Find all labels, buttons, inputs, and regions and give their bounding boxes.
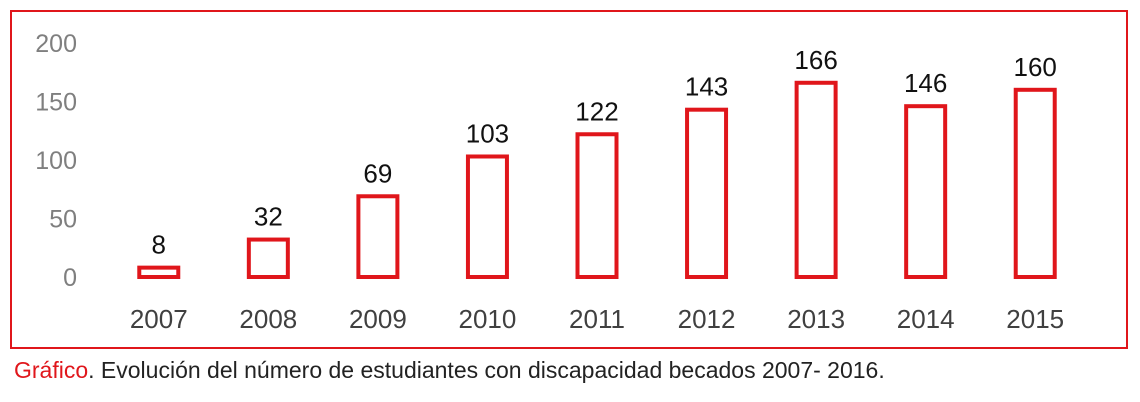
data-label-2015: 160 (1014, 52, 1057, 82)
x-tick-label-2009: 2009 (349, 304, 407, 334)
y-tick-label: 150 (35, 89, 77, 117)
x-tick-label-2012: 2012 (678, 304, 736, 334)
y-axis: 0 50 100 150 200 (35, 30, 77, 292)
x-tick-label-2007: 2007 (130, 304, 188, 334)
chart-frame (10, 10, 1128, 349)
y-tick-label: 100 (35, 147, 77, 175)
x-tick-label-2015: 2015 (1006, 304, 1064, 334)
bar-2011 (575, 132, 619, 279)
data-label-2010: 103 (466, 118, 509, 148)
bars (137, 80, 1057, 280)
data-label-2014: 146 (904, 68, 947, 98)
bar-2010 (465, 154, 509, 280)
caption-text: . Evolución del número de estudiantes co… (88, 357, 885, 383)
data-label-2011: 122 (575, 96, 618, 126)
x-tick-label-2011: 2011 (569, 304, 625, 334)
data-label-2013: 166 (794, 45, 837, 75)
data-label-2009: 69 (363, 158, 392, 188)
bar-2009 (356, 194, 400, 280)
x-axis: 2007 2008 2009 2010 2011 2012 2013 2014 2015 (130, 304, 1064, 334)
bar-2012 (685, 107, 729, 279)
data-label-2012: 143 (685, 72, 728, 102)
data-labels: 8 32 69 103 122 143 166 146 160 (152, 45, 1057, 260)
bar-2013 (794, 80, 838, 279)
bar-2008 (246, 237, 290, 279)
x-tick-label-2014: 2014 (897, 304, 955, 334)
x-tick-label-2013: 2013 (787, 304, 845, 334)
x-tick-label-2010: 2010 (459, 304, 517, 334)
data-label-2008: 32 (254, 202, 283, 232)
y-tick-label: 200 (35, 30, 77, 58)
y-tick-label: 50 (49, 206, 77, 234)
bar-chart: 0 50 100 150 200 8 32 69 103 122 143 166 146 160 200… (35, 30, 1064, 334)
y-tick-label: 0 (63, 264, 77, 292)
bar-2007 (137, 265, 181, 280)
x-tick-label-2008: 2008 (239, 304, 297, 334)
chart-caption: Gráfico. Evolución del número de estudia… (14, 355, 885, 385)
caption-prefix: Gráfico (14, 357, 89, 383)
bar-2014 (904, 104, 948, 280)
bar-2015 (1013, 87, 1057, 279)
data-label-2007: 8 (152, 230, 166, 260)
